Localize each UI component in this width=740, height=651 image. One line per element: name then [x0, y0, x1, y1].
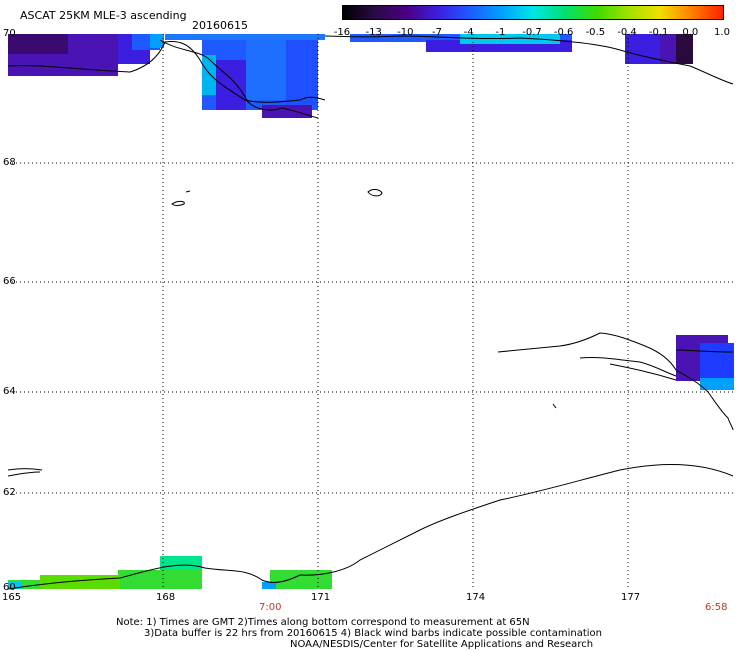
time-label-left: 7:00 — [259, 602, 282, 613]
coastlines — [7, 35, 734, 590]
colorbar-label: -7 — [432, 27, 442, 38]
lon-label-168: 168 — [156, 592, 176, 603]
footer-note-line1: Note: 1) Times are GMT 2)Times along bot… — [116, 617, 530, 628]
lon-label-165: 165 — [2, 592, 22, 603]
swath-cell — [216, 60, 246, 110]
map-date: 20160615 — [192, 19, 248, 32]
colorbar — [342, 5, 724, 20]
colorbar-label: -10 — [397, 27, 414, 38]
lat-label-60: 60 — [3, 582, 16, 593]
colorbar-label: -0.4 — [617, 27, 637, 38]
swath-cell — [676, 34, 693, 64]
swath-cell — [118, 570, 202, 589]
colorbar-label: -13 — [365, 27, 382, 38]
time-label-right: 6:58 — [705, 602, 728, 613]
swath-cell — [202, 55, 216, 95]
swath-cell — [8, 582, 22, 589]
swath-cell — [262, 582, 276, 589]
swath-cell — [40, 575, 120, 589]
lat-label-62: 62 — [3, 487, 16, 498]
swath-cell — [165, 34, 325, 40]
graticule — [8, 34, 733, 589]
lat-label-68: 68 — [3, 157, 16, 168]
colorbar-label: -4 — [463, 27, 474, 38]
swath-cell — [286, 40, 318, 105]
colorbar-label: -1 — [495, 27, 506, 38]
swath-cell — [246, 40, 286, 100]
colorbar-label: 1.0 — [714, 27, 730, 38]
swath-cell — [700, 378, 734, 390]
lat-label-70: 70 — [3, 28, 16, 39]
lon-label-171: 171 — [311, 592, 331, 603]
colorbar-label: -0.1 — [648, 27, 669, 38]
lon-label-174: 174 — [466, 592, 486, 603]
lon-label-177: 177 — [621, 592, 641, 603]
data-swaths — [8, 34, 734, 589]
colorbar-label: -0.5 — [585, 27, 606, 38]
swath-cell — [262, 105, 312, 118]
swath-cell — [700, 343, 734, 381]
swath-cell — [270, 570, 332, 589]
swath-cell — [460, 34, 560, 44]
swath-cell — [150, 34, 164, 48]
swath-cell — [8, 580, 40, 589]
map-title: ASCAT 25KM MLE-3 ascending — [20, 9, 187, 22]
colorbar-label: -0.7 — [522, 27, 542, 38]
colorbar-label: -0.6 — [553, 27, 574, 38]
footer-note-line2: 3)Data buffer is 22 hrs from 20160615 4)… — [144, 628, 602, 639]
colorbar-label: -16 — [333, 27, 351, 38]
footer-credit: NOAA/NESDIS/Center for Satellite Applica… — [290, 639, 594, 650]
lat-label-66: 66 — [3, 276, 16, 287]
swath-cell — [8, 34, 68, 54]
lat-label-64: 64 — [3, 386, 16, 397]
colorbar-label: 0.0 — [682, 27, 699, 38]
